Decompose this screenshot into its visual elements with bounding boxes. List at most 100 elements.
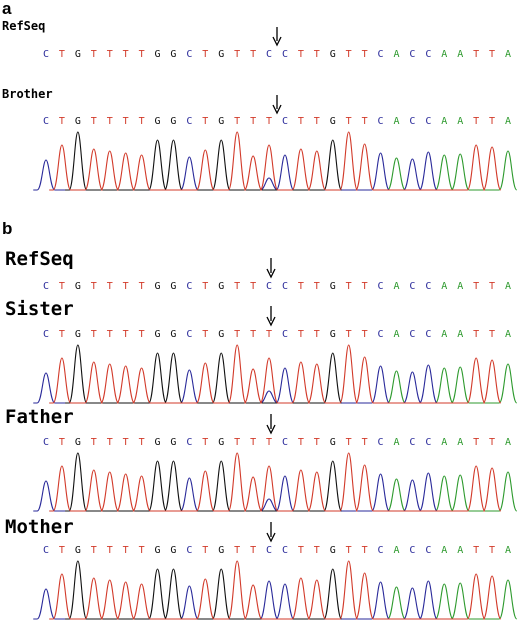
arrow-marker-mother [266, 522, 276, 543]
track-label-sister: Sister [5, 298, 74, 320]
base-1-2-28: T [489, 437, 496, 448]
base-0-0-13: T [250, 49, 257, 60]
base-1-2-7: G [154, 437, 161, 448]
trace-g-1-3 [65, 560, 343, 620]
trace-a-1-1 [383, 363, 518, 404]
base-1-0-4: T [106, 281, 113, 292]
base-1-2-4: T [106, 437, 113, 448]
base-1-0-18: G [329, 281, 336, 292]
trace-c-0-1 [33, 151, 438, 191]
base-1-0-24: C [425, 281, 432, 292]
base-1-1-12: T [234, 329, 241, 340]
base-1-0-22: A [393, 281, 400, 292]
track-label-mother: Mother [5, 516, 74, 538]
base-0-0-22: A [393, 49, 400, 60]
base-1-3-27: T [473, 545, 480, 556]
base-0-0-4: T [106, 49, 113, 60]
base-1-3-20: T [361, 545, 368, 556]
base-0-1-21: C [377, 116, 384, 127]
base-1-1-26: A [457, 329, 464, 340]
base-0-1-7: G [154, 116, 161, 127]
base-1-2-11: G [218, 437, 225, 448]
base-1-1-7: G [154, 329, 161, 340]
trace-t-1-1 [49, 344, 502, 404]
base-1-0-2: G [74, 281, 81, 292]
base-1-1-23: C [409, 329, 416, 340]
base-1-1-21: C [377, 329, 384, 340]
base-1-0-16: T [297, 281, 304, 292]
base-1-0-19: T [345, 281, 352, 292]
base-1-0-8: G [170, 281, 177, 292]
base-0-1-18: G [329, 116, 336, 127]
base-0-1-1: T [58, 116, 65, 127]
base-1-3-17: T [313, 545, 320, 556]
track-label-father: Father [5, 406, 74, 428]
base-1-2-16: T [297, 437, 304, 448]
base-0-0-19: T [345, 49, 352, 60]
base-1-1-9: C [186, 329, 193, 340]
base-0-0-11: G [218, 49, 225, 60]
base-0-0-0: C [42, 49, 50, 60]
base-1-1-28: T [489, 329, 496, 340]
base-1-2-17: T [313, 437, 320, 448]
track-label-brother: Brother [2, 87, 53, 101]
base-0-1-2: G [74, 116, 81, 127]
base-0-1-0: C [42, 116, 50, 127]
base-0-0-15: C [281, 49, 288, 60]
base-1-3-8: G [170, 545, 177, 556]
base-0-0-25: A [441, 49, 448, 60]
base-1-2-5: T [122, 437, 129, 448]
base-1-2-21: C [377, 437, 384, 448]
base-0-0-23: C [409, 49, 416, 60]
base-1-2-8: G [170, 437, 177, 448]
base-1-0-26: A [457, 281, 464, 292]
base-1-1-4: T [106, 329, 113, 340]
base-0-0-3: T [90, 49, 97, 60]
base-1-1-15: C [281, 329, 288, 340]
base-1-1-25: A [441, 329, 448, 340]
base-1-0-10: T [202, 281, 209, 292]
base-1-0-0: C [42, 281, 50, 292]
base-1-2-9: C [186, 437, 193, 448]
base-1-0-20: T [361, 281, 368, 292]
track-label-refseq-b: RefSeq [5, 248, 74, 270]
base-1-3-22: A [393, 545, 400, 556]
base-1-2-14: T [266, 437, 273, 448]
base-0-0-20: T [361, 49, 368, 60]
track-label-refseq-a: RefSeq [2, 19, 46, 33]
base-1-3-7: G [154, 545, 161, 556]
trace-a-0-1 [383, 150, 518, 191]
base-0-1-26: A [457, 116, 464, 127]
base-0-0-26: A [457, 49, 464, 60]
base-1-1-19: T [345, 329, 352, 340]
base-1-0-14: C [266, 281, 273, 292]
base-0-0-10: T [202, 49, 209, 60]
base-1-1-29: A [504, 329, 512, 340]
base-1-3-29: A [504, 545, 512, 556]
base-1-0-29: A [504, 281, 512, 292]
base-0-1-5: T [122, 116, 129, 127]
base-1-3-28: T [489, 545, 496, 556]
base-1-0-9: C [186, 281, 193, 292]
base-1-0-7: G [154, 281, 161, 292]
base-1-2-12: T [234, 437, 241, 448]
base-1-3-24: C [425, 545, 432, 556]
base-0-0-16: T [297, 49, 304, 60]
trace-c-1-3 [33, 580, 438, 620]
base-1-3-5: T [122, 545, 129, 556]
base-1-0-27: T [473, 281, 480, 292]
base-1-1-2: G [74, 329, 81, 340]
trace-c-1-1 [33, 364, 438, 404]
base-0-0-24: C [425, 49, 432, 60]
base-1-0-3: T [90, 281, 97, 292]
base-1-1-3: T [90, 329, 97, 340]
base-0-1-16: T [297, 116, 304, 127]
base-0-0-1: T [58, 49, 65, 60]
base-1-2-22: A [393, 437, 400, 448]
base-1-3-23: C [409, 545, 416, 556]
base-1-2-6: T [138, 437, 145, 448]
base-1-1-22: A [393, 329, 400, 340]
base-1-0-6: T [138, 281, 145, 292]
